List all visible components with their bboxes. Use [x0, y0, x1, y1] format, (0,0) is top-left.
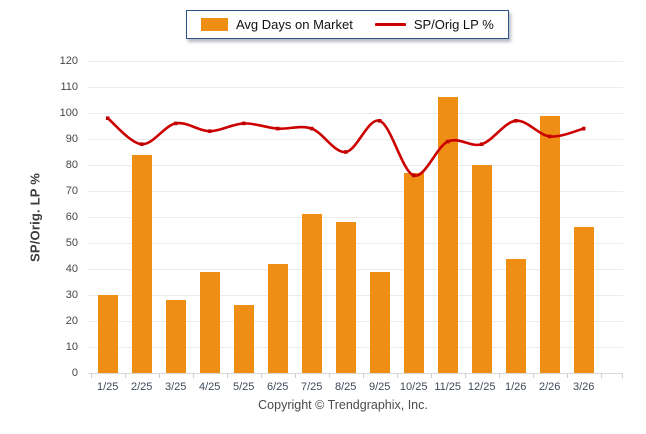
legend-item-line: SP/Orig LP %: [374, 17, 494, 32]
y-tick-label: 100: [59, 107, 78, 119]
legend-item-bar: Avg Days on Market: [201, 17, 353, 32]
line-marker: [173, 121, 178, 126]
bar-swatch-icon: [201, 18, 228, 31]
x-tick: [464, 374, 466, 378]
gridline: [88, 165, 623, 166]
x-tick: [192, 374, 194, 378]
y-tick-label: 110: [60, 81, 78, 93]
line-marker: [581, 126, 586, 131]
x-tick: [396, 374, 398, 378]
gridline: [88, 87, 623, 88]
bar: [335, 222, 356, 373]
bar: [267, 263, 288, 373]
y-tick-label: 90: [65, 133, 78, 145]
line-marker: [479, 142, 484, 146]
y-tick-label: 20: [65, 315, 78, 327]
line-marker: [513, 119, 518, 123]
bar: [199, 271, 220, 373]
y-tick-label: 40: [65, 263, 78, 275]
line-marker: [411, 173, 416, 178]
legend-line-label: SP/Orig LP %: [413, 17, 494, 32]
y-tick-label: 60: [65, 211, 78, 223]
x-tick: [124, 374, 126, 378]
legend-bar-label: Avg Days on Market: [236, 17, 353, 32]
y-tick-label: 10: [65, 341, 78, 353]
x-tick-label: 1/26: [504, 381, 527, 393]
line-marker: [139, 142, 144, 146]
x-tick-label: 2/26: [538, 381, 561, 393]
x-tick: [498, 374, 500, 378]
line-marker: [207, 129, 212, 133]
y-tick-label: 0: [71, 367, 78, 379]
x-tick: [532, 374, 534, 378]
bar: [131, 154, 152, 373]
bar: [403, 172, 424, 373]
x-tick: [90, 374, 92, 378]
line-marker: [377, 119, 382, 123]
x-tick: [158, 374, 160, 378]
y-tick-label: 30: [65, 289, 78, 301]
x-tick-label: 12/25: [467, 381, 496, 393]
bar: [573, 227, 594, 373]
x-tick-label: 8/25: [334, 381, 357, 393]
y-tick-label: 120: [59, 55, 78, 67]
sp-orig-lp-line: [106, 116, 585, 177]
plot-area: [88, 61, 623, 374]
bar: [165, 300, 186, 373]
x-tick: [600, 374, 602, 378]
y-tick-label: 50: [65, 237, 78, 249]
x-tick: [294, 374, 296, 378]
x-tick: [566, 374, 568, 378]
gridline: [88, 61, 623, 62]
bar: [97, 295, 118, 373]
x-tick-label: 6/25: [266, 381, 289, 393]
x-tick: [430, 374, 432, 378]
gridline: [88, 217, 623, 218]
x-tick-label: 9/25: [368, 381, 391, 393]
x-tick: [362, 374, 364, 378]
x-tick-label: 3/25: [164, 381, 187, 393]
line-marker: [275, 126, 280, 131]
bar: [471, 165, 492, 373]
y-tick-label: 80: [65, 159, 78, 171]
x-tick: [260, 374, 262, 378]
bar: [437, 97, 458, 373]
bar: [301, 214, 322, 373]
x-tick-label: 5/25: [232, 381, 255, 393]
x-tick-label: 7/25: [300, 381, 323, 393]
line-marker: [309, 126, 314, 131]
line-marker: [343, 150, 348, 154]
x-tick: [328, 374, 330, 378]
gridline: [88, 373, 623, 374]
y-tick-label: 70: [65, 185, 78, 197]
line-marker: [105, 116, 110, 120]
line-marker: [445, 139, 450, 144]
x-tick-label: 4/25: [198, 381, 221, 393]
gridline: [88, 113, 623, 114]
gridline: [88, 139, 623, 140]
line-marker: [241, 121, 246, 126]
line-swatch-icon: [374, 23, 406, 26]
bar: [369, 271, 390, 373]
x-tick-label: 2/25: [130, 381, 153, 393]
gridline: [88, 191, 623, 192]
x-tick: [622, 374, 623, 378]
x-tick-label: 10/25: [399, 381, 428, 393]
x-tick: [226, 374, 228, 378]
copyright-text: Copyright © Trendgraphix, Inc.: [258, 398, 428, 412]
x-tick-label: 1/25: [96, 381, 119, 393]
bar: [233, 305, 254, 373]
x-tick-label: 11/25: [434, 381, 462, 393]
legend: Avg Days on Market SP/Orig LP %: [186, 10, 509, 39]
line-marker: [547, 134, 552, 139]
bar: [539, 115, 560, 373]
x-tick-label: 3/26: [572, 381, 595, 393]
bar: [505, 258, 526, 373]
